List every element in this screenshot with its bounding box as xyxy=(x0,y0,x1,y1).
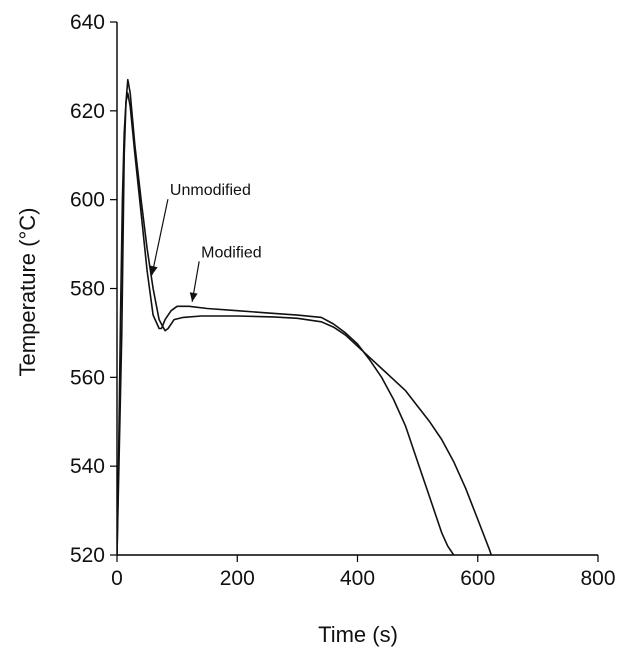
annotation-label-modified: Modified xyxy=(201,244,261,261)
x-tick-label: 600 xyxy=(460,567,495,590)
y-tick-label: 600 xyxy=(70,189,105,212)
annotation-arrowhead-modified xyxy=(189,292,198,302)
y-tick-label: 580 xyxy=(70,278,105,301)
y-axis-title: Temperature (°C) xyxy=(15,208,40,377)
x-tick-label: 200 xyxy=(220,567,255,590)
plot-area: 520 540 560 580 600 620 640 0 200 400 600 800 Unmodi… xyxy=(70,11,616,590)
annotation-label-unmodified: Unmodified xyxy=(170,182,251,199)
y-tick-label: 520 xyxy=(70,544,105,567)
y-tick-label: 560 xyxy=(70,366,105,389)
y-tick-label: 640 xyxy=(70,11,105,34)
y-tick-label: 620 xyxy=(70,100,105,123)
y-tick-label: 540 xyxy=(70,455,105,478)
annotation-arrowhead-unmodified xyxy=(149,265,158,276)
x-tick-label: 400 xyxy=(340,567,375,590)
x-axis-title: Time (s) xyxy=(318,622,398,647)
x-tick-label: 0 xyxy=(111,567,123,590)
x-tick-label: 800 xyxy=(580,567,615,590)
annotation-arrow-unmodified xyxy=(151,199,169,276)
series-line-modified xyxy=(117,78,493,555)
series-line-unmodified xyxy=(117,92,455,555)
